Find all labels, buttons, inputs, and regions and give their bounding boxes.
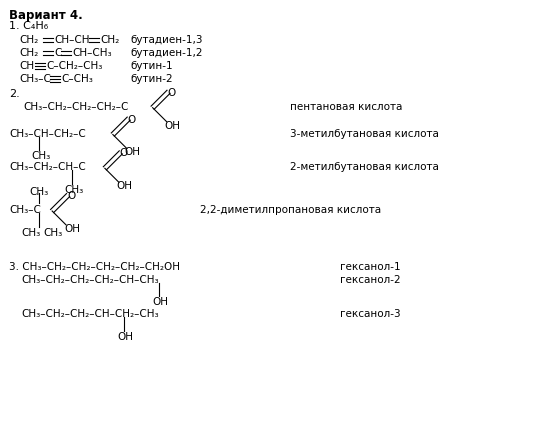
Text: 3. CH₃–CH₂–CH₂–CH₂–CH₂–CH₂OH: 3. CH₃–CH₂–CH₂–CH₂–CH₂–CH₂OH (9, 262, 180, 272)
Text: O: O (67, 191, 75, 201)
Text: OH: OH (117, 181, 133, 191)
Text: 1. C₄H₆: 1. C₄H₆ (9, 21, 48, 31)
Text: CH₃: CH₃ (43, 228, 63, 238)
Text: C–CH₃: C–CH₃ (61, 74, 93, 84)
Text: CH₃–CH₂–CH₂–CH₂–C: CH₃–CH₂–CH₂–CH₂–C (23, 102, 129, 112)
Text: бутин-1: бутин-1 (131, 61, 173, 71)
Text: O: O (128, 115, 136, 125)
Text: 2,2-диметилпропановая кислота: 2,2-диметилпропановая кислота (200, 205, 382, 215)
Text: CH₂: CH₂ (19, 35, 39, 45)
Text: Вариант 4.: Вариант 4. (9, 9, 83, 23)
Text: CH₂: CH₂ (19, 48, 39, 58)
Text: CH₃–CH₂–CH₂–CH–CH₂–CH₃: CH₃–CH₂–CH₂–CH–CH₂–CH₃ (21, 309, 159, 319)
Text: CH₃–CH₂–CH₂–CH₂–CH–CH₃: CH₃–CH₂–CH₂–CH₂–CH–CH₃ (21, 275, 159, 285)
Text: CH₃–CH₂–CH–C: CH₃–CH₂–CH–C (9, 162, 86, 172)
Text: 3-метилбутановая кислота: 3-метилбутановая кислота (290, 128, 439, 139)
Text: бутадиен-1,3: бутадиен-1,3 (131, 35, 204, 45)
Text: CH₃: CH₃ (64, 185, 83, 195)
Text: CH–CH: CH–CH (54, 35, 90, 45)
Text: CH: CH (19, 61, 35, 71)
Text: CH₃–CH–CH₂–C: CH₃–CH–CH₂–C (9, 128, 86, 139)
Text: O: O (168, 88, 176, 98)
Text: гексанол-3: гексанол-3 (340, 309, 400, 319)
Text: OH: OH (152, 298, 169, 307)
Text: O: O (120, 148, 128, 159)
Text: гексанол-1: гексанол-1 (340, 262, 400, 272)
Text: CH₃: CH₃ (21, 228, 41, 238)
Text: 2-метилбутановая кислота: 2-метилбутановая кислота (290, 162, 439, 172)
Text: CH₃–C: CH₃–C (19, 74, 51, 84)
Text: бутадиен-1,2: бутадиен-1,2 (131, 48, 204, 58)
Text: гексанол-2: гексанол-2 (340, 275, 400, 285)
Text: OH: OH (118, 332, 134, 342)
Text: OH: OH (125, 147, 141, 157)
Text: CH₃: CH₃ (29, 187, 48, 197)
Text: CH₂: CH₂ (100, 35, 119, 45)
Text: OH: OH (64, 224, 80, 234)
Text: CH₃: CH₃ (31, 151, 51, 162)
Text: C: C (54, 48, 62, 58)
Text: бутин-2: бутин-2 (131, 74, 173, 84)
Text: пентановая кислота: пентановая кислота (290, 102, 402, 112)
Text: 2.: 2. (9, 89, 20, 99)
Text: CH–CH₃: CH–CH₃ (72, 48, 112, 58)
Text: OH: OH (164, 121, 180, 130)
Text: CH₃–C: CH₃–C (9, 205, 41, 215)
Text: C–CH₂–CH₃: C–CH₂–CH₃ (46, 61, 102, 71)
